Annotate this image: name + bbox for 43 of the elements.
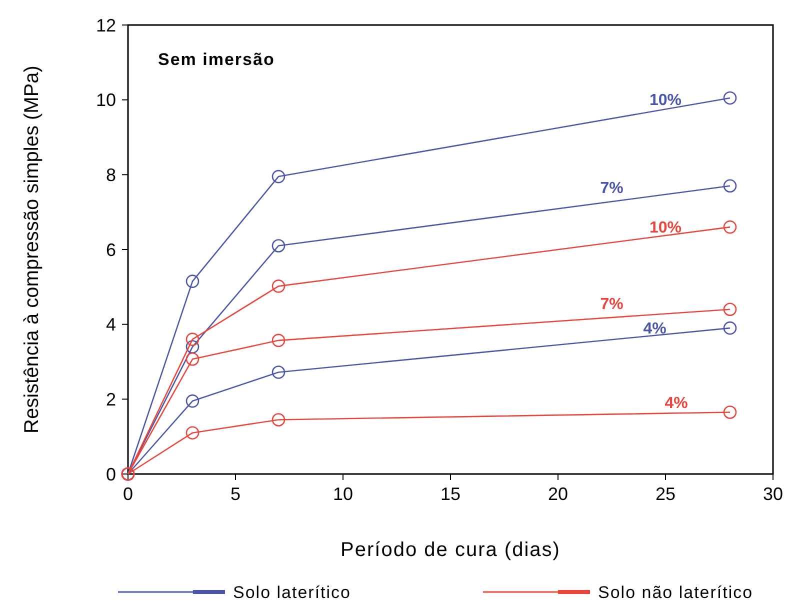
point: [186, 352, 200, 366]
y-tick-label: 6: [106, 240, 116, 260]
annotation: 4%: [643, 320, 666, 338]
point: [723, 179, 737, 193]
x-tick-label: 5: [230, 484, 241, 504]
x-tick-label: 0: [122, 484, 134, 504]
y-tick-label: 4: [106, 314, 116, 335]
annotation: 4%: [664, 395, 688, 412]
annotation: 7%: [600, 180, 624, 197]
point: [272, 170, 286, 184]
point: [723, 321, 737, 335]
x-tick-label: 10: [332, 484, 354, 504]
x-tick-label: 15: [440, 484, 461, 504]
point: [186, 340, 200, 354]
y-tick-label: 12: [96, 15, 116, 36]
x-tick-label: 25: [655, 484, 676, 504]
point: [723, 406, 737, 419]
point: [723, 302, 737, 316]
y-tick-label: 8: [106, 164, 116, 185]
point: [723, 220, 737, 234]
point: [186, 394, 200, 408]
x-tick-label: 20: [548, 484, 568, 504]
point: [272, 334, 286, 348]
text: Sem imersão: [158, 50, 275, 69]
point: [272, 366, 286, 379]
point: [723, 91, 737, 105]
x-axis-title: Período de cura (dias): [340, 539, 560, 561]
annotation: 7%: [600, 296, 624, 313]
annotation: 10%: [649, 92, 682, 110]
x-tick-label: 30: [762, 484, 784, 504]
point: [186, 274, 200, 288]
y-tick-label: 10: [96, 90, 116, 110]
point: [186, 332, 200, 346]
legend-label: Solo laterítico: [233, 583, 351, 602]
y-tick-label: 0: [106, 464, 116, 484]
y-tick-label: 2: [106, 389, 116, 410]
point: [272, 280, 286, 293]
point: [272, 239, 286, 252]
y-axis-title: Resistência à compressão simples (MPa): [21, 66, 43, 434]
annotation: 10%: [649, 219, 682, 236]
point: [272, 413, 286, 426]
legend-label: Solo não laterítico: [598, 583, 754, 602]
point: [186, 426, 200, 440]
